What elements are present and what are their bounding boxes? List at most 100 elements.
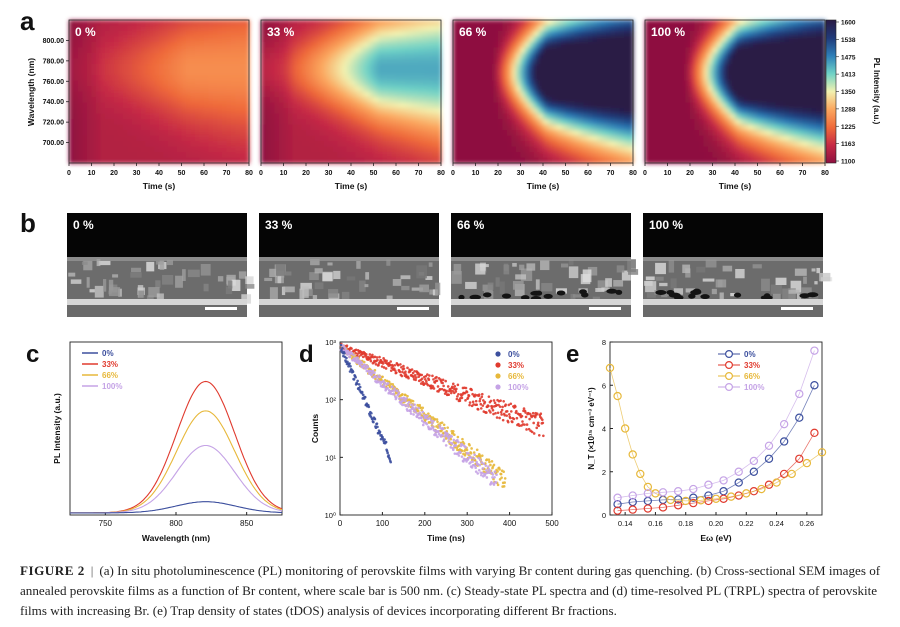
heatmap-cell — [213, 58, 219, 65]
heatmap-cell — [624, 146, 630, 153]
heatmap-cell — [190, 69, 196, 76]
data-point — [393, 363, 397, 367]
heatmap-cell — [141, 119, 147, 126]
heatmap-cell — [186, 141, 192, 148]
data-point — [528, 417, 531, 421]
heatmap-cell — [391, 20, 397, 27]
data-point — [500, 413, 503, 416]
heatmap-cell — [396, 36, 402, 43]
heatmap-cell — [328, 119, 334, 126]
sem-grain — [314, 282, 324, 290]
heatmap-cell — [136, 108, 142, 115]
heatmap-cell — [136, 135, 142, 142]
heatmap-cell — [213, 130, 219, 137]
heatmap-cell — [480, 47, 486, 54]
heatmap-cell — [654, 108, 660, 115]
heatmap-cell — [820, 47, 826, 54]
heatmap-cell — [315, 97, 321, 104]
heatmap-cell — [235, 157, 241, 164]
heatmap-cell — [574, 102, 580, 109]
heatmap-cell — [414, 20, 420, 27]
heatmap-cell — [208, 135, 214, 142]
heatmap-cell — [204, 119, 210, 126]
heatmap-cell — [721, 86, 727, 93]
heatmap-cell — [667, 36, 673, 43]
heatmap-cell — [337, 31, 343, 38]
sem-grain — [138, 290, 145, 298]
heatmap-cell — [507, 80, 513, 87]
heatmap-cell — [186, 25, 192, 32]
heatmap-cell — [721, 69, 727, 76]
heatmap-cell — [516, 97, 522, 104]
heatmap-cells — [261, 20, 442, 164]
heatmap-cell — [244, 58, 250, 65]
sem-grain — [386, 259, 391, 266]
sem-grain — [801, 287, 812, 298]
heatmap-cell — [418, 146, 424, 153]
heatmap-cell — [400, 146, 406, 153]
heatmap-cell — [489, 69, 495, 76]
heatmap-cell — [735, 20, 741, 27]
heatmap-cell — [565, 20, 571, 27]
heatmap-cell — [579, 31, 585, 38]
heatmap-cell — [355, 36, 361, 43]
heatmap-cell — [507, 25, 513, 32]
heatmap-cell — [292, 152, 298, 159]
heatmap-cell — [493, 91, 499, 98]
heatmap-cell — [658, 152, 664, 159]
heatmap-cell — [301, 91, 307, 98]
heatmap-cell — [543, 102, 549, 109]
heatmap-cell — [762, 47, 768, 54]
heatmap-cell — [423, 47, 429, 54]
heatmap-cell — [118, 146, 124, 153]
heatmap-cell — [552, 97, 558, 104]
heatmap-cell — [466, 113, 472, 120]
heatmap-cell — [721, 64, 727, 71]
heatmap-cell — [315, 113, 321, 120]
heatmap-cell — [154, 124, 160, 131]
heatmap-cell — [610, 42, 616, 49]
heatmap-cell — [753, 157, 759, 164]
heatmap-cell — [699, 102, 705, 109]
heatmap-cell — [789, 102, 795, 109]
heatmap-cell — [364, 113, 370, 120]
heatmap-cell — [222, 58, 228, 65]
heatmap-cell — [186, 53, 192, 60]
heatmap-cell — [597, 130, 603, 137]
heatmap-cell — [556, 31, 562, 38]
heatmap-cell — [676, 119, 682, 126]
heatmap-cell — [615, 135, 621, 142]
heatmap-cell — [619, 47, 625, 54]
heatmap-cell — [405, 135, 411, 142]
heatmap-cell — [475, 64, 481, 71]
heatmap-cell — [288, 36, 294, 43]
heatmap-cell — [685, 141, 691, 148]
heatmap-cell — [270, 108, 276, 115]
heatmap-cell — [520, 146, 526, 153]
heatmap-cell — [91, 75, 97, 82]
heatmap-cell — [775, 91, 781, 98]
heatmap-cell — [493, 58, 499, 65]
heatmap-cell — [405, 20, 411, 27]
heatmap-cell — [798, 108, 804, 115]
heatmap-cell — [771, 64, 777, 71]
data-point — [399, 363, 402, 366]
heatmap-cell — [703, 20, 709, 27]
heatmap-cell — [337, 130, 343, 137]
heatmap-cell — [811, 91, 817, 98]
heatmap-cell — [592, 108, 598, 115]
heatmap-cell — [427, 25, 433, 32]
heatmap-cell — [87, 75, 93, 82]
sem-grain — [627, 259, 636, 272]
heatmap-cell — [235, 119, 241, 126]
heatmap-cell — [351, 119, 357, 126]
heatmap-cell — [436, 20, 442, 27]
heatmap-cell — [328, 124, 334, 131]
heatmap-cell — [199, 141, 205, 148]
data-point — [512, 417, 516, 421]
data-point — [474, 399, 478, 403]
heatmap-cell — [615, 36, 621, 43]
data-point — [542, 434, 545, 438]
sem-grain — [245, 276, 254, 285]
colorbar-tick-label: 1100 — [841, 159, 855, 166]
